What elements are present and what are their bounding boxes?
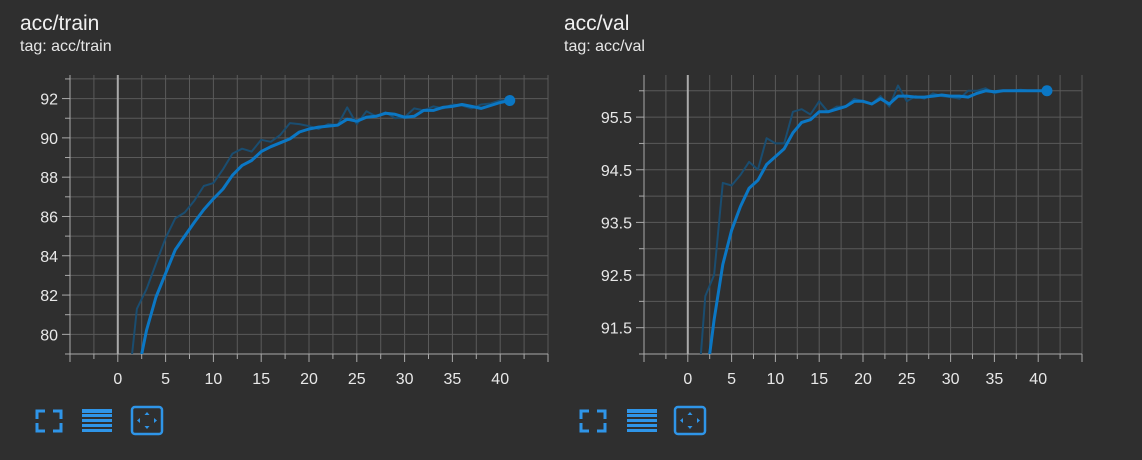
smoothed-series-line	[708, 89, 1049, 354]
x-tick-label: 10	[767, 371, 785, 388]
x-tick-label: 30	[396, 371, 414, 388]
fullscreen-button[interactable]	[576, 405, 610, 437]
x-tick-label: 0	[683, 371, 692, 388]
val-accuracy-chart[interactable]: 91.5 92.5 93.5 94.5 95.5 0 5 10 15 20 25 30 35 40	[560, 0, 1142, 400]
y-tick-label: 92.5	[601, 268, 632, 285]
y-tick-label: 88	[40, 170, 58, 187]
series-end-point	[504, 95, 516, 107]
x-tick-label: 25	[348, 371, 366, 388]
fit-domain-button[interactable]	[673, 405, 707, 437]
data-table-button[interactable]	[80, 405, 114, 437]
x-tick-label: 40	[1029, 371, 1047, 388]
data-table-icon	[627, 409, 657, 432]
y-tick-label: 80	[40, 327, 58, 344]
x-tick-label: 15	[252, 371, 270, 388]
chart-title: acc/train	[20, 12, 100, 35]
x-tick-label: 20	[854, 371, 872, 388]
raw-series-line	[131, 99, 511, 354]
y-tick-label: 90	[40, 131, 58, 148]
x-tick-label: 30	[942, 371, 960, 388]
grid	[69, 75, 549, 355]
train-accuracy-chart[interactable]: 80 82 84 86 88 90 92 0 5 10 15 20 25 30 35 40	[0, 0, 560, 400]
y-tick-label: 94.5	[601, 163, 632, 180]
x-tick-label: 5	[161, 371, 170, 388]
y-tick-label: 91.5	[601, 321, 632, 338]
smoothed-series-line	[140, 99, 512, 354]
x-tick-label: 0	[113, 371, 122, 388]
fit-domain-button[interactable]	[130, 405, 164, 437]
y-tick-label: 86	[40, 209, 58, 226]
raw-series-line	[699, 84, 1048, 354]
y-tick-label: 95.5	[601, 110, 632, 127]
grid	[643, 75, 1083, 355]
chart-title: acc/val	[564, 12, 630, 35]
y-tick-label: 93.5	[601, 215, 632, 232]
chart-card-train: acc/train tag: acc/train 80 82 84 86 88 90 92 0…	[0, 0, 560, 460]
x-tick-label: 40	[491, 371, 509, 388]
fullscreen-icon	[35, 409, 63, 433]
y-tick-label: 82	[40, 288, 58, 305]
fit-domain-icon	[673, 405, 707, 436]
x-tick-label: 35	[444, 371, 462, 388]
fullscreen-button[interactable]	[32, 405, 66, 437]
x-tick-label: 20	[300, 371, 318, 388]
chart-tag: tag: acc/val	[564, 38, 645, 55]
fit-domain-icon	[130, 405, 164, 436]
chart-tag: tag: acc/train	[20, 38, 112, 55]
chart-card-val: acc/val tag: acc/val 91.5 92.5 93.5 94.5 95.…	[560, 0, 1142, 460]
x-tick-label: 25	[898, 371, 916, 388]
y-tick-label: 84	[40, 249, 58, 266]
series-end-point	[1041, 85, 1053, 97]
fullscreen-icon	[579, 409, 607, 433]
data-table-icon	[82, 409, 112, 432]
x-tick-label: 15	[810, 371, 828, 388]
data-table-button[interactable]	[625, 405, 659, 437]
x-tick-label: 35	[986, 371, 1004, 388]
y-tick-label: 92	[40, 92, 58, 109]
x-tick-label: 5	[727, 371, 736, 388]
x-tick-label: 10	[205, 371, 223, 388]
